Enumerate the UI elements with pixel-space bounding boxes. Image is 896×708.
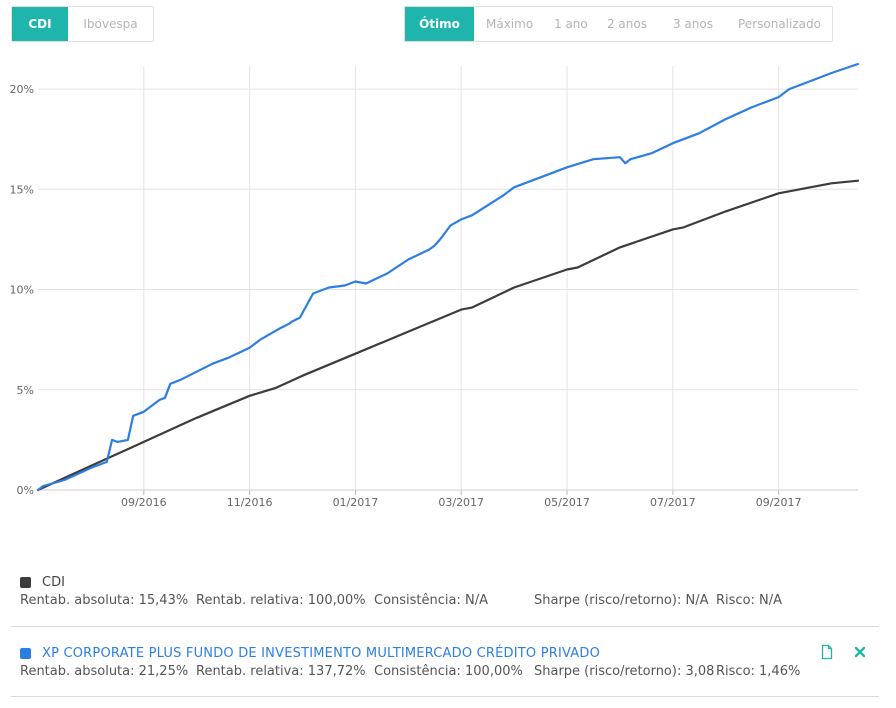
y-tick-label: 20%: [10, 83, 34, 96]
x-tick-label: 05/2017: [544, 496, 590, 509]
returns-line-chart: 0% 5% 10% 15% 20% 09/2016 11/2016 01/2017 03/201…: [10, 62, 860, 509]
fund-consistencia: Consistência: 100,00%: [374, 664, 523, 679]
cdi-color-swatch: [20, 576, 31, 588]
legend-name-fund[interactable]: XP CORPORATE PLUS FUNDO DE INVESTIMENTO …: [42, 645, 601, 661]
cdi-stats: Rentab. absoluta: 15,43% Rentab. relativ…: [20, 593, 880, 611]
cdi-sharpe: Sharpe (risco/retorno): N/A: [534, 593, 709, 608]
bottom-divider: [11, 696, 879, 697]
fund-risco: Risco: 1,46%: [716, 664, 801, 679]
period-tab-2-anos[interactable]: 2 anos: [606, 17, 647, 31]
chart-tick-labels: 0% 5% 10% 15% 20% 09/2016 11/2016 01/2017 03/201…: [10, 83, 802, 509]
period-tab-personalizado[interactable]: Personalizado: [738, 17, 821, 31]
cdi-series-line: [36, 179, 860, 492]
chart-series: [36, 62, 860, 492]
chart-grid: [38, 66, 858, 495]
fund-sharpe: Sharpe (risco/retorno): 3,08: [534, 664, 715, 679]
cdi-consistencia: Consistência: N/A: [374, 593, 488, 608]
legend-item-cdi: CDI Rentab. absoluta: 15,43% Rentab. rel…: [20, 573, 880, 611]
period-tab-3-anos[interactable]: 3 anos: [672, 17, 713, 31]
x-tick-label: 09/2016: [121, 496, 167, 509]
y-tick-label: 15%: [10, 183, 34, 196]
y-tick-label: 5%: [17, 384, 34, 397]
cdi-risco: Risco: N/A: [716, 593, 783, 608]
fund-series-line: [36, 62, 860, 492]
close-icon[interactable]: [852, 644, 868, 660]
legend-name-cdi: CDI: [42, 574, 65, 590]
fund-rentab-absoluta: Rentab. absoluta: 21,25%: [20, 664, 189, 679]
fund-rentab-relativa: Rentab. relativa: 137,72%: [196, 664, 366, 679]
x-tick-label: 09/2017: [756, 496, 802, 509]
index-tab-ibovespa[interactable]: Ibovespa: [83, 17, 138, 31]
x-tick-label: 01/2017: [333, 496, 379, 509]
fund-color-swatch: [20, 647, 31, 659]
period-toggle: Ótimo Máximo 1 ano 2 anos 3 anos Persona…: [404, 6, 833, 42]
cdi-rentab-relativa: Rentab. relativa: 100,00%: [196, 593, 366, 608]
period-tab-otimo[interactable]: Ótimo: [405, 7, 474, 41]
y-tick-label: 10%: [10, 284, 34, 297]
cdi-rentab-absoluta: Rentab. absoluta: 15,43%: [20, 593, 189, 608]
index-tab-cdi[interactable]: CDI: [12, 7, 68, 41]
x-tick-label: 07/2017: [650, 496, 696, 509]
document-icon[interactable]: [819, 644, 835, 660]
fund-stats: Rentab. absoluta: 21,25% Rentab. relativ…: [20, 664, 880, 682]
period-tab-maximo[interactable]: Máximo: [486, 17, 534, 31]
x-tick-label: 11/2016: [227, 496, 273, 509]
x-tick-label: 03/2017: [438, 496, 484, 509]
legend-divider: [11, 626, 879, 627]
legend-item-fund: XP CORPORATE PLUS FUNDO DE INVESTIMENTO …: [20, 644, 880, 682]
y-tick-label: 0%: [17, 484, 34, 497]
period-tab-1-ano[interactable]: 1 ano: [554, 17, 588, 31]
index-toggle: CDI Ibovespa: [11, 6, 154, 42]
